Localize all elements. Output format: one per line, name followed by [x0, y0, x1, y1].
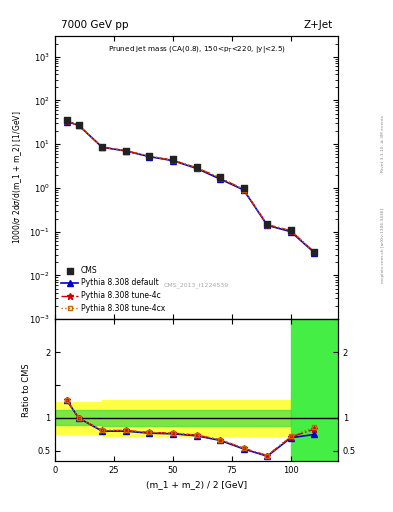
Pythia 8.308 tune-4cx: [100, 144, 105, 150]
CMS: [75, 121, 82, 130]
Pythia 8.308 tune-4cx: [64, 118, 69, 124]
Pythia 8.308 tune-4c: [100, 144, 105, 150]
X-axis label: (m_1 + m_2) / 2 [GeV]: (m_1 + m_2) / 2 [GeV]: [146, 480, 247, 489]
Pythia 8.308 default: [123, 148, 128, 154]
Pythia 8.308 default: [288, 228, 293, 234]
Text: Pruned jet mass (CA(0.8), 150<p$_T$<220, |y|<2.5): Pruned jet mass (CA(0.8), 150<p$_T$<220,…: [108, 45, 285, 55]
Pythia 8.308 tune-4c: [218, 175, 222, 181]
CMS: [311, 247, 318, 255]
CMS: [241, 184, 247, 192]
CMS: [264, 220, 270, 228]
Pythia 8.308 default: [312, 250, 317, 256]
Pythia 8.308 default: [100, 144, 105, 151]
Text: Rivet 3.1.10, ≥ 3M events: Rivet 3.1.10, ≥ 3M events: [381, 115, 385, 172]
CMS: [99, 143, 105, 152]
Pythia 8.308 tune-4c: [194, 165, 199, 171]
Pythia 8.308 default: [265, 222, 270, 228]
CMS: [217, 173, 223, 181]
Pythia 8.308 tune-4cx: [241, 186, 246, 193]
Text: mcplots.cern.ch [arXiv:1306.3436]: mcplots.cern.ch [arXiv:1306.3436]: [381, 208, 385, 283]
Pythia 8.308 tune-4c: [123, 147, 128, 154]
CMS: [288, 226, 294, 234]
Pythia 8.308 tune-4c: [64, 118, 69, 124]
Legend: CMS, Pythia 8.308 default, Pythia 8.308 tune-4c, Pythia 8.308 tune-4cx: CMS, Pythia 8.308 default, Pythia 8.308 …: [59, 263, 167, 315]
Pythia 8.308 tune-4cx: [123, 147, 128, 154]
Pythia 8.308 tune-4cx: [218, 175, 222, 181]
Line: Pythia 8.308 tune-4cx: Pythia 8.308 tune-4cx: [64, 118, 317, 254]
Pythia 8.308 tune-4cx: [76, 122, 81, 129]
Text: 7000 GeV pp: 7000 GeV pp: [61, 20, 128, 30]
Text: CMS_2013_I1224539: CMS_2013_I1224539: [164, 282, 229, 288]
Pythia 8.308 tune-4cx: [147, 153, 152, 159]
Y-axis label: 1000/$\sigma$ 2d$\sigma$/d(m_1 + m_2) [1/GeV]: 1000/$\sigma$ 2d$\sigma$/d(m_1 + m_2) [1…: [11, 111, 24, 244]
Pythia 8.308 default: [241, 187, 246, 193]
Line: Pythia 8.308 default: Pythia 8.308 default: [64, 119, 317, 255]
Pythia 8.308 tune-4cx: [171, 157, 175, 163]
Text: Z+Jet: Z+Jet: [303, 20, 332, 30]
Pythia 8.308 tune-4c: [241, 186, 246, 193]
Pythia 8.308 tune-4cx: [194, 165, 199, 171]
Pythia 8.308 tune-4cx: [288, 228, 293, 234]
Pythia 8.308 default: [76, 122, 81, 129]
Pythia 8.308 default: [171, 158, 175, 164]
Pythia 8.308 tune-4c: [147, 153, 152, 159]
CMS: [193, 163, 200, 171]
CMS: [170, 155, 176, 163]
Pythia 8.308 default: [218, 176, 222, 182]
CMS: [123, 147, 129, 155]
Pythia 8.308 default: [194, 165, 199, 172]
Pythia 8.308 tune-4c: [265, 222, 270, 228]
Pythia 8.308 tune-4c: [288, 228, 293, 234]
Pythia 8.308 tune-4cx: [312, 249, 317, 255]
Pythia 8.308 tune-4c: [76, 122, 81, 129]
CMS: [146, 152, 152, 160]
Line: Pythia 8.308 tune-4c: Pythia 8.308 tune-4c: [63, 117, 318, 255]
Pythia 8.308 default: [64, 118, 69, 124]
Pythia 8.308 tune-4c: [312, 249, 317, 255]
CMS: [64, 116, 70, 124]
Pythia 8.308 tune-4c: [171, 157, 175, 163]
Y-axis label: Ratio to CMS: Ratio to CMS: [22, 363, 31, 417]
Pythia 8.308 default: [147, 154, 152, 160]
Pythia 8.308 tune-4cx: [265, 222, 270, 228]
